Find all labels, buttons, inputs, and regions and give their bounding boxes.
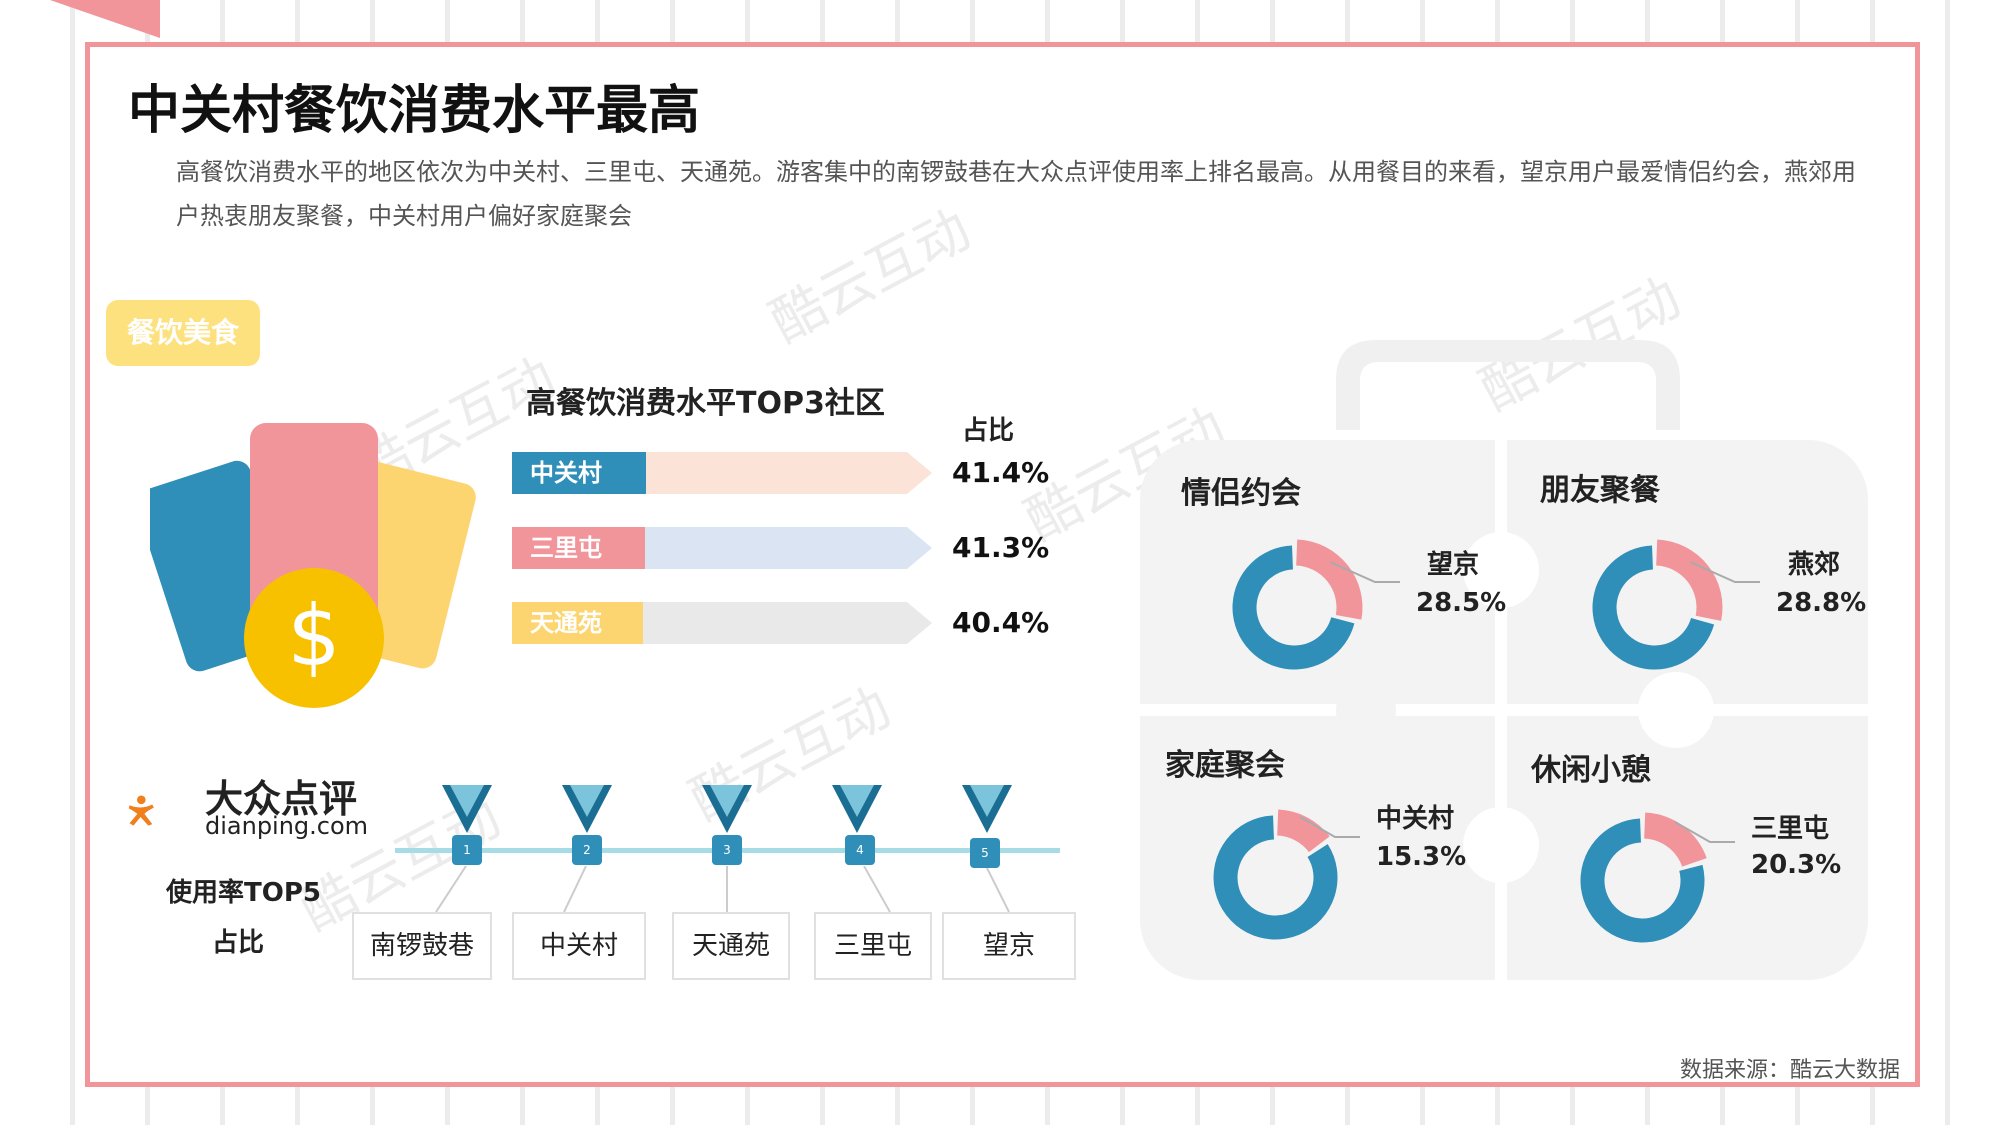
donut-value: 28.5% [1416,588,1507,618]
bar-category-label: 天通苑 [530,609,602,637]
donut-leader-line [1330,561,1400,583]
donut-slice-highlight [1277,809,1330,853]
bar-mark [512,527,645,569]
donut-slice-rest [1592,545,1715,670]
rank-marker: 5 [970,838,1000,868]
donut-label: 中关村 [1376,804,1455,834]
donut-chart [1213,809,1338,940]
svg-text:$: $ [287,587,340,685]
ranking-place: 望京 [942,912,1076,980]
donut-slice-rest [1580,818,1705,943]
donut-slice-highlight [1644,812,1707,867]
rank-connector [726,866,728,912]
share-header: 占比 [962,416,1015,446]
donut-slice-rest [1213,815,1338,940]
donut-chart [1592,539,1723,670]
corner-ribbon [50,0,160,38]
quadrant-title: 休闲小憩 [1531,753,1651,788]
top5-title: 使用率TOP5 [166,878,321,908]
bar-chart-title: 高餐饮消费水平TOP3社区 [526,386,885,421]
donut-label: 燕郊 [1788,550,1841,580]
donut-chart [1580,812,1707,943]
donut-slice-highlight [1656,539,1723,621]
data-source: 数据来源：酷云大数据 [1680,1058,1901,1083]
dianping-logo-icon [128,795,154,826]
money-illustration: $ [150,423,476,708]
rank-connector [435,866,467,912]
ranking-funnel-icon [832,785,882,833]
donut-slice-highlight [1296,539,1363,620]
donut-value: 28.8% [1776,588,1867,618]
quadrant-title: 情侣约会 [1181,476,1301,511]
bar-value-label: 40.4% [952,606,1050,639]
ranking-funnel-icon [562,785,612,833]
bar-category-label: 中关村 [530,459,602,487]
rank-marker: 1 [452,835,482,865]
bar-row: 三里屯 41.3% [512,527,1049,569]
rank-marker: 2 [572,835,602,865]
rank-marker: 3 [712,835,742,865]
dianping-logo-text: 大众点评 [205,776,358,821]
bar-value-label: 41.3% [952,531,1050,564]
ranking-funnel-icon [442,785,492,833]
page-title: 中关村餐饮消费水平最高 [128,81,701,141]
category-tag: 餐饮美食 [106,300,260,366]
donut-slice-rest [1232,545,1355,670]
ranking-place: 中关村 [512,912,646,980]
ranking-place: 南锣鼓巷 [352,912,492,980]
rank-connector [563,866,587,912]
rank-connector [986,868,1010,912]
ranking-funnel-icon [962,785,1012,833]
donut-value: 20.3% [1751,850,1842,880]
ranking-place: 天通苑 [672,912,790,980]
donut-label: 三里屯 [1751,814,1830,844]
donut-leader-line [1690,561,1760,583]
donut-leader-line [1300,816,1360,838]
donut-label: 望京 [1427,550,1480,580]
donut-value: 15.3% [1376,842,1467,872]
top5-share-label: 占比 [212,928,265,958]
ranking-funnel-icon [702,785,752,833]
bar-value-label: 41.4% [952,456,1050,489]
bar-mark [512,602,643,644]
donut-leader-line [1675,821,1735,843]
donut-chart [1232,539,1363,670]
bar-row: 中关村 41.4% [512,452,1049,494]
dianping-logo-domain: dianping.com [205,812,369,840]
quadrant-title: 家庭聚会 [1165,748,1285,783]
bar-mark [512,452,646,494]
rank-marker: 4 [845,835,875,865]
rank-connector [863,866,891,912]
bar-row: 天通苑 40.4% [512,602,1049,644]
bar-category-label: 三里屯 [530,534,602,562]
page-description: 高餐饮消费水平的地区依次为中关村、三里屯、天通苑。游客集中的南锣鼓巷在大众点评使… [176,158,1856,230]
quadrant-title: 朋友聚餐 [1540,473,1660,508]
ranking-place: 三里屯 [814,912,932,980]
